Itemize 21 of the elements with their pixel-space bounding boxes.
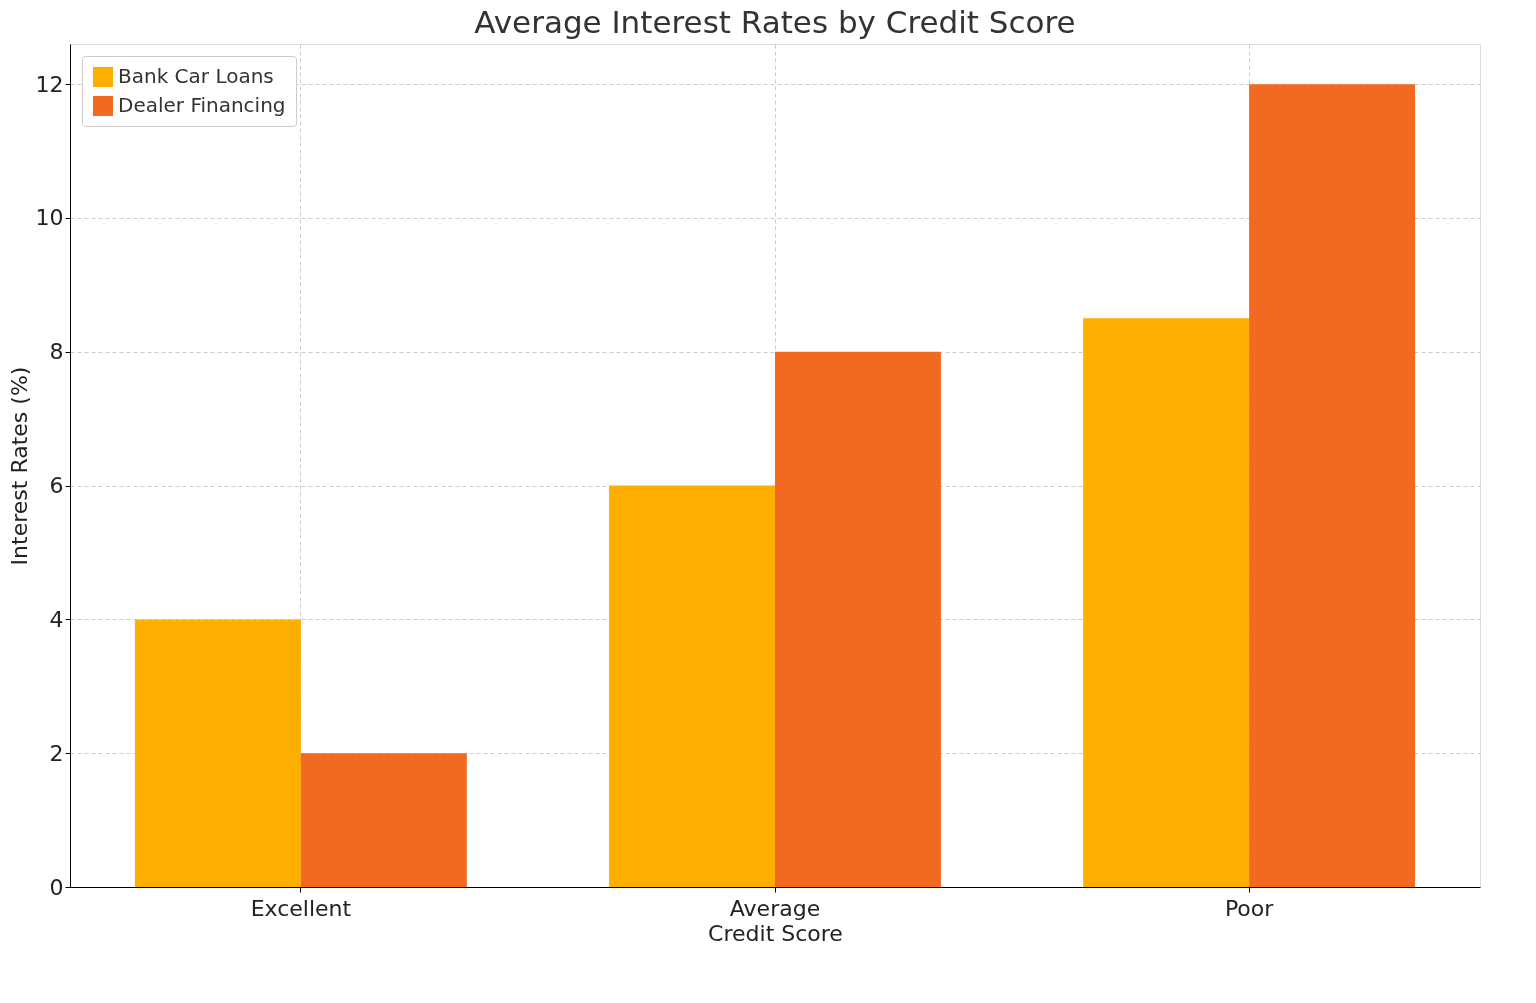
bar	[134, 619, 301, 887]
x-axis-title: Credit Score	[708, 920, 843, 946]
x-tick-label: Average	[729, 895, 821, 921]
x-tick-label: Excellent	[250, 895, 352, 921]
legend-label: Dealer Financing	[118, 93, 286, 117]
y-tick-label: 12	[35, 71, 64, 97]
x-tick-label: Poor	[1224, 895, 1275, 921]
bar	[609, 485, 775, 887]
y-tick-label: 6	[49, 473, 64, 499]
y-tick-label: 0	[49, 874, 64, 900]
y-axis-title: Interest Rates (%)	[6, 366, 32, 566]
bar	[775, 351, 941, 887]
y-tick-label: 10	[35, 205, 64, 231]
chart-title: Average Interest Rates by Credit Score	[474, 4, 1076, 40]
bar	[1249, 84, 1416, 887]
bar	[1083, 318, 1250, 887]
y-tick-label: 2	[49, 740, 64, 766]
bar	[300, 753, 467, 887]
legend-label: Bank Car Loans	[118, 64, 274, 88]
y-tick-label: 8	[49, 339, 64, 365]
y-tick-label: 4	[49, 606, 64, 632]
